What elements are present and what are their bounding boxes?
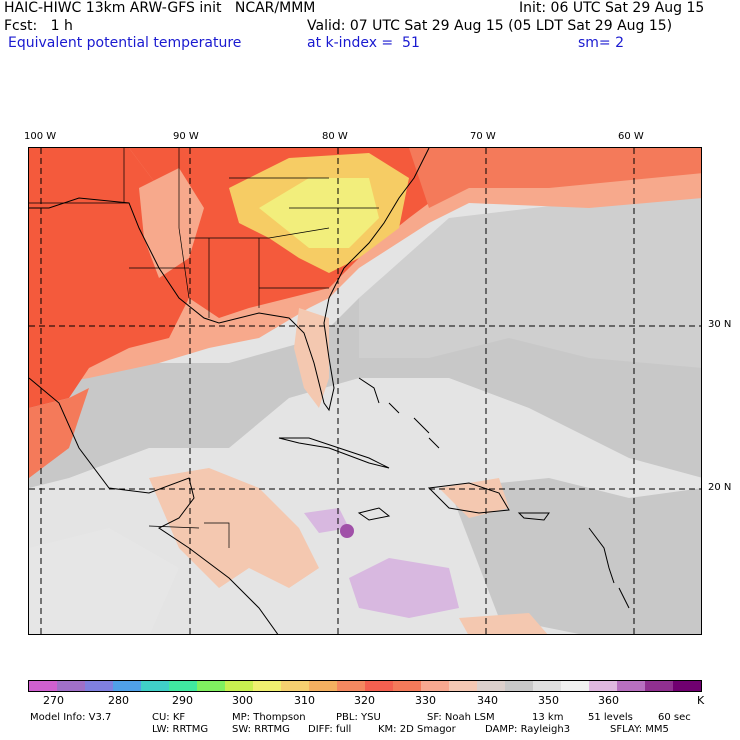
colorbar-swatch [253,681,281,691]
forecast-hour: Fcst: 1 h [4,18,73,34]
colorbar-swatch [29,681,57,691]
colorbar-label-320: 320 [354,694,375,707]
theta-e-map [28,147,702,635]
colorbar-unit: K [697,694,705,707]
colorbar-label-270: 270 [43,694,64,707]
colorbar-swatch [673,681,701,691]
se-gray [449,478,701,634]
footer-levels: 51 levels [588,712,633,723]
colorbar-swatch [589,681,617,691]
graticule [29,148,701,634]
atlantic-gray [359,188,701,368]
south-america-peach [459,613,548,634]
political-borders [29,148,379,548]
appalachian-yellow [259,178,379,248]
pacific-light [29,528,179,634]
lat-label-20n: 20 N [708,482,732,493]
colorbar-swatch [617,681,645,691]
colorbar-swatch [197,681,225,691]
colorbar-swatch [561,681,589,691]
colorbar-label-360: 360 [598,694,619,707]
purple-spot [340,524,354,538]
footer-sf: SF: Noah LSM [427,712,495,723]
colorbar-label-330: 330 [415,694,436,707]
colorbar-label-300: 300 [232,694,253,707]
footer-timestep: 60 sec [658,712,691,723]
lat-label-30n: 30 N [708,319,732,330]
colorbar-swatch [477,681,505,691]
colorbar-swatch [533,681,561,691]
colorbar-label-310: 310 [294,694,315,707]
lon-label-80w: 80 W [322,131,348,142]
colorbar-swatch [141,681,169,691]
colorbar-swatch [365,681,393,691]
footer-sflay: SFLAY: MM5 [610,724,669,735]
colorbar-label-350: 350 [538,694,559,707]
footer-damp: DAMP: Rayleigh3 [485,724,571,735]
colorbar-label-280: 280 [108,694,129,707]
colorbar [28,680,702,692]
mexico-coast-red [29,388,89,478]
smoothing-info: sm= 2 [578,35,625,51]
colorbar-swatch [169,681,197,691]
colorbar-swatch [85,681,113,691]
colorbar-swatch [57,681,85,691]
colorbar-swatch [645,681,673,691]
colorbar-swatch [449,681,477,691]
footer-model-info: Model Info: V3.7 [30,712,112,723]
colorbar-swatch [393,681,421,691]
lon-label-70w: 70 W [470,131,496,142]
texas-salmon [139,168,204,278]
lavender-patch-south [349,558,459,618]
hispaniola-peach [439,478,509,518]
lon-label-90w: 90 W [173,131,199,142]
model-title: HAIC-HIWC 13km ARW-GFS init NCAR/MMM [4,0,316,16]
colorbar-swatch [113,681,141,691]
init-time: Init: 06 UTC Sat 29 Aug 15 [519,0,705,16]
footer-diff: DIFF: full [308,724,352,735]
footer-km: KM: 2D Smagor [378,724,456,735]
footer-pbl: PBL: YSU [336,712,381,723]
coastlines [29,148,630,634]
map-canvas [29,148,701,634]
footer-mp: MP: Thompson [232,712,306,723]
colorbar-swatch [309,681,337,691]
colorbar-swatch [337,681,365,691]
lavender-patch-north [304,508,349,533]
lon-label-60w: 60 W [618,131,644,142]
footer-resolution: 13 km [532,712,564,723]
florida-peach [294,308,329,408]
footer-lw: LW: RRTMG [152,724,209,735]
colorbar-swatch [505,681,533,691]
colorbar-swatch [281,681,309,691]
field-name: Equivalent potential temperature [8,35,242,51]
footer-cu: CU: KF [152,712,186,723]
colorbar-label-290: 290 [172,694,193,707]
colorbar-swatch [421,681,449,691]
valid-time: Valid: 07 UTC Sat 29 Aug 15 (05 LDT Sat … [307,18,673,34]
colorbar-label-340: 340 [477,694,498,707]
footer-sw: SW: RRTMG [232,724,290,735]
northeast-red [409,148,701,208]
colorbar-swatch [225,681,253,691]
lon-label-100w: 100 W [24,131,57,142]
central-america-peach [149,468,319,588]
level-info: at k-index = 51 [307,35,420,51]
